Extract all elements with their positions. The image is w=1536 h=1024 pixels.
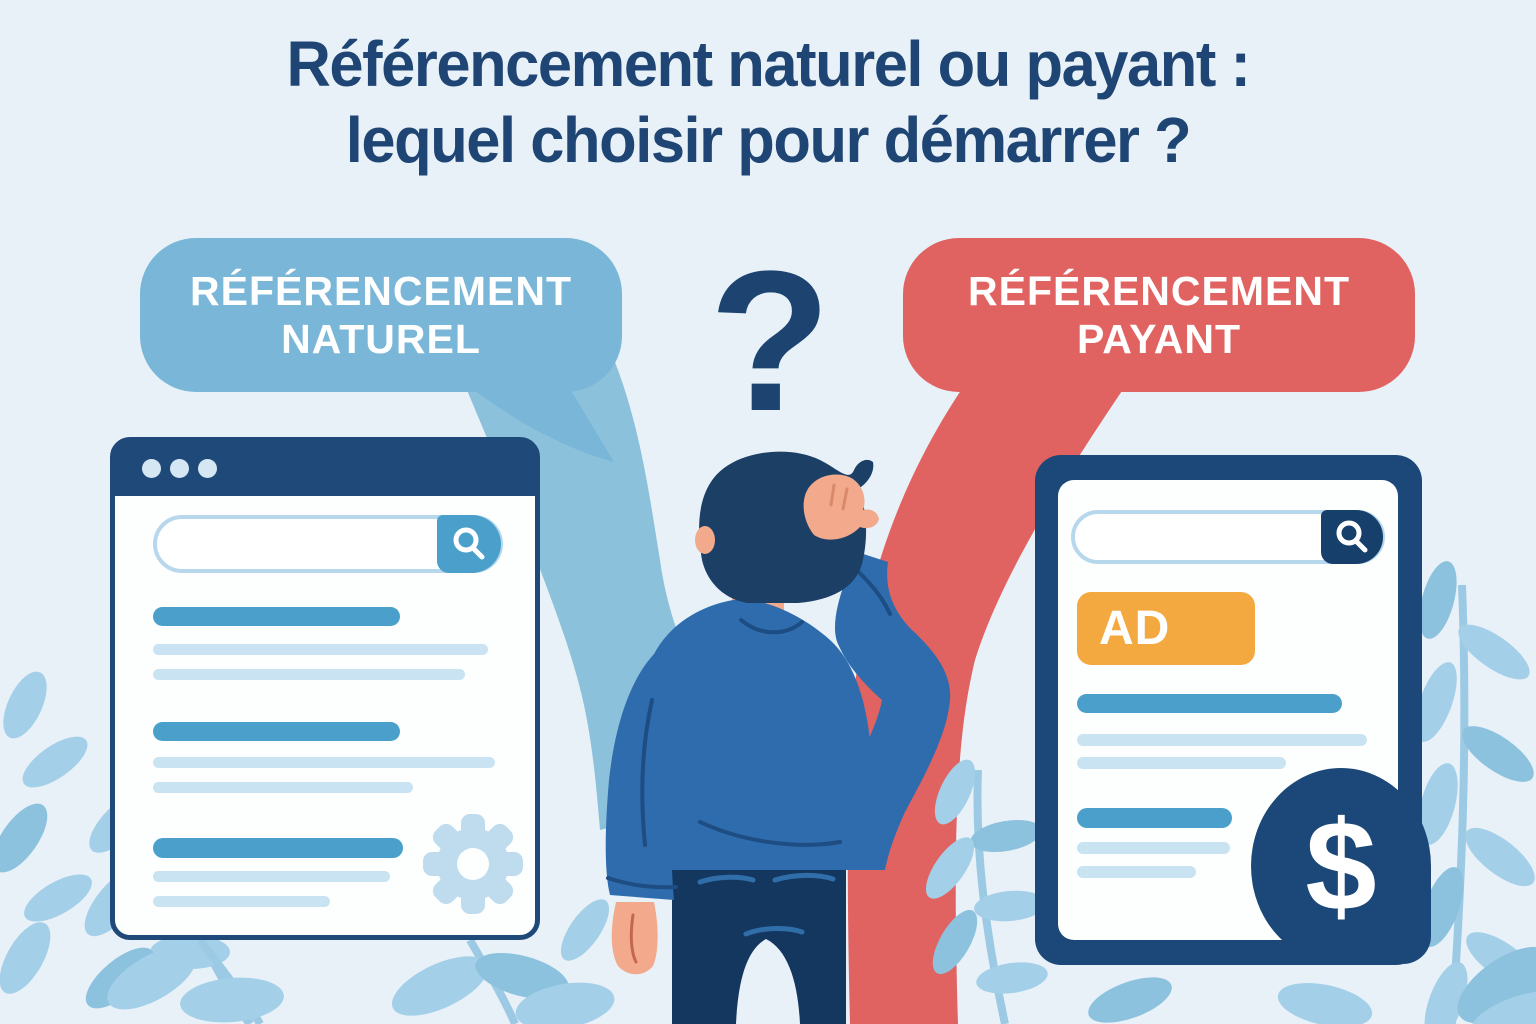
result-title-bar — [153, 838, 403, 858]
browser-window-paid: AD — [1035, 455, 1422, 965]
page-title-line2: lequel choisir pour démarrer ? — [345, 104, 1192, 176]
sem-swoosh-path — [847, 350, 1150, 1024]
shirt-fold-lines — [606, 618, 842, 890]
jeans-pocket-lines — [697, 872, 836, 937]
finger-lines — [829, 483, 849, 511]
ad-title-bar — [1077, 808, 1232, 828]
leaf-cluster-below-window — [107, 899, 615, 1024]
person-jeans — [672, 862, 846, 1024]
result-text-bar — [153, 896, 330, 907]
result-text-bar — [153, 871, 390, 882]
magnifier-icon — [1336, 520, 1368, 553]
gear-icon — [423, 814, 523, 914]
bubble-payant-line2: PAYANT — [1077, 316, 1241, 362]
page-title: Référencement naturel ou payant : lequel… — [0, 26, 1536, 178]
result-text-bar — [153, 669, 465, 680]
bubble-referencement-payant: RÉFÉRENCEMENT PAYANT — [903, 238, 1415, 392]
result-text-bar — [153, 757, 495, 768]
search-button[interactable] — [1321, 510, 1383, 564]
person-hand-on-head — [803, 474, 879, 540]
result-text-bar — [153, 782, 413, 793]
ad-text-bar — [1077, 734, 1367, 746]
person-left-hand — [611, 902, 658, 975]
seo-bubble-tail — [452, 372, 614, 462]
bubble-naturel-line2: NATUREL — [281, 316, 481, 362]
bubble-naturel-line1: RÉFÉRENCEMENT — [189, 268, 573, 314]
window-titlebar — [114, 441, 536, 496]
window-dot-icon[interactable] — [198, 459, 217, 478]
ad-text-bar — [1077, 866, 1196, 878]
search-input[interactable] — [153, 515, 503, 573]
dollar-icon: $ — [1251, 768, 1431, 964]
page-title-line1: Référencement naturel ou payant : — [286, 28, 1250, 100]
result-title-bar — [153, 722, 400, 741]
hand-line — [629, 913, 638, 964]
question-mark: ? — [708, 230, 832, 453]
result-title-bar — [153, 607, 400, 626]
person-ear — [695, 526, 715, 554]
window-dot-icon[interactable] — [170, 459, 189, 478]
window-dot-icon[interactable] — [142, 459, 161, 478]
sem-bubble-tail — [948, 372, 1112, 499]
dollar-symbol: $ — [1305, 794, 1377, 938]
browser-window-organic — [110, 437, 540, 940]
bubble-referencement-naturel: RÉFÉRENCEMENT NATUREL — [140, 238, 622, 392]
ad-badge: AD — [1077, 592, 1255, 665]
bubble-payant-line1: RÉFÉRENCEMENT — [967, 268, 1351, 314]
person-left-arm — [605, 654, 700, 900]
leaf-branch-right-edge — [1415, 561, 1536, 1024]
leaf-branch-center-right — [925, 759, 1048, 1024]
search-button[interactable] — [437, 515, 501, 573]
search-input[interactable] — [1071, 510, 1385, 564]
leaf-branch-left-edge — [0, 671, 92, 994]
ad-text-bar — [1077, 842, 1230, 854]
ad-title-bar — [1077, 694, 1342, 713]
result-text-bar — [153, 644, 488, 655]
leaf-cluster-bottom-right — [1088, 946, 1536, 1024]
person-torso — [629, 599, 872, 870]
magnifier-icon — [453, 527, 485, 560]
ad-text-bar — [1077, 757, 1286, 769]
